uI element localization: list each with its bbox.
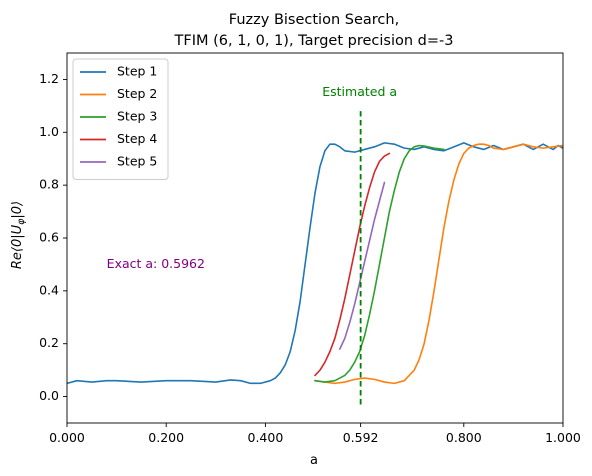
y-tick-label: 0.2	[39, 335, 59, 350]
y-tick-label: 0.4	[39, 282, 59, 297]
legend-label: Step 2	[117, 86, 157, 101]
legend: Step 1 Step 2 Step 3 Step 4 Step 5	[72, 58, 169, 180]
legend-label: Step 4	[117, 131, 157, 146]
chart-title-line-1: Fuzzy Bisection Search,	[229, 12, 399, 28]
x-tick-label: 0.800	[446, 430, 482, 445]
series-line-3	[314, 144, 445, 383]
x-tick-label: 0.400	[248, 430, 284, 445]
y-tick-label: 0.8	[39, 177, 59, 192]
series-line-5	[338, 181, 386, 350]
axes: 0.000 0.200 0.400 0.592 0.800 1.000 0.0 0.2 0.4 0…	[39, 52, 581, 445]
x-tick-label: 0.200	[148, 430, 184, 445]
x-tick-label: 0.000	[49, 430, 85, 445]
legend-box	[72, 58, 169, 180]
legend-label: Step 3	[117, 109, 157, 124]
series-line-1	[67, 142, 563, 385]
x-tick-label: 0.592	[343, 430, 379, 445]
plot-area	[67, 111, 563, 405]
y-tick-label: 1.0	[39, 124, 59, 139]
estimated-a-annotation: Estimated a	[322, 84, 397, 99]
x-axis-label: a	[310, 453, 318, 468]
y-axis-label: Re⟨0|Uφ|0⟩	[10, 201, 27, 269]
x-tick-label: 1.000	[545, 430, 581, 445]
y-tick-label: 0.6	[39, 230, 59, 245]
series-line-4	[314, 152, 391, 377]
legend-label: Step 5	[117, 154, 157, 169]
chart-title-line-2: TFIM (6, 1, 0, 1), Target precision d=-3	[174, 33, 454, 49]
y-tick-label: 0.0	[39, 388, 59, 403]
series-line-2	[314, 143, 563, 385]
legend-label: Step 1	[117, 64, 157, 79]
exact-a-annotation: Exact a: 0.5962	[107, 256, 205, 271]
y-tick-label: 1.2	[39, 71, 59, 86]
